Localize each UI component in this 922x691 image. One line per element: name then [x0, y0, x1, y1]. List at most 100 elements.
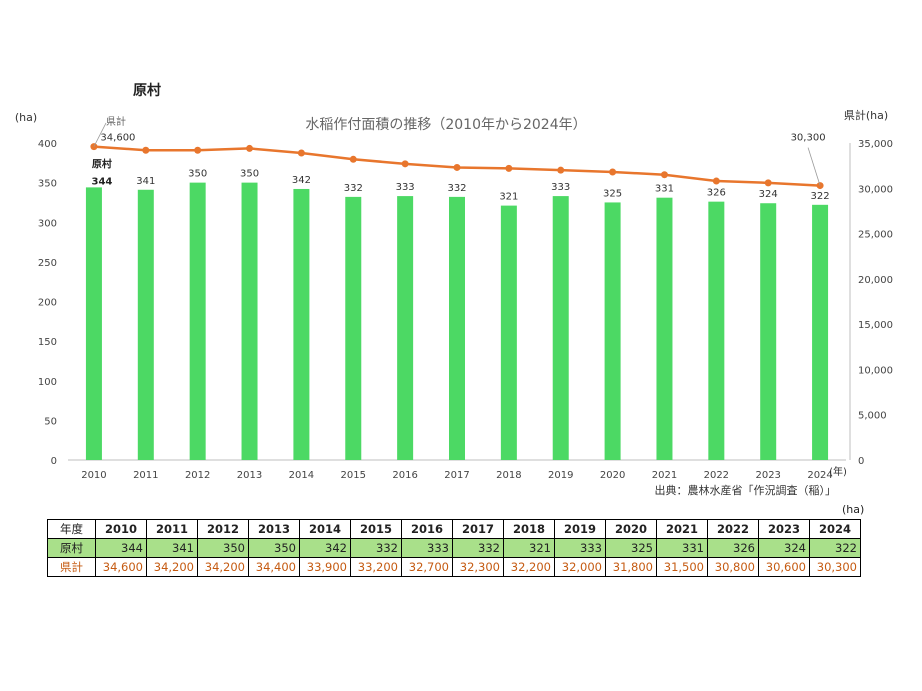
data-table: 年度 2010 2011 2012 2013 2014 2015 2016 2017 2018 20… [47, 519, 861, 577]
y-left-tick-label: 400 [38, 139, 57, 150]
y-left-tick-label: 250 [38, 258, 57, 269]
bar-data-label: 321 [499, 192, 518, 203]
bar [345, 196, 362, 460]
x-tick-label: 2020 [600, 470, 625, 481]
bar [85, 187, 102, 460]
bar-first-value: 344 [91, 176, 112, 187]
table-cell: 32,000 [554, 557, 606, 577]
table-year-cell: 2023 [758, 519, 810, 539]
table-cell: 32,200 [503, 557, 555, 577]
table-year-cell: 2011 [146, 519, 198, 539]
table-cell: 321 [503, 538, 555, 558]
x-tick-label: 2017 [444, 470, 469, 481]
x-tick-label: 2023 [755, 470, 780, 481]
page-title: 原村 [133, 83, 161, 99]
table-row-label: 県計 [47, 557, 96, 577]
x-tick-label: 2010 [81, 470, 106, 481]
table-row-label: 原村 [47, 538, 96, 558]
bar [604, 202, 621, 460]
table-cell: 326 [707, 538, 759, 558]
x-unit: (年) [829, 465, 847, 478]
table-year-cell: 2019 [554, 519, 606, 539]
x-tick-label: 2016 [392, 470, 417, 481]
bar-data-label: 333 [551, 182, 570, 193]
x-tick-label: 2012 [185, 470, 210, 481]
y-left-tick-label: 200 [38, 298, 57, 309]
line-point [609, 168, 617, 176]
table-cell: 322 [809, 538, 861, 558]
bar-data-label: 322 [811, 191, 830, 202]
line-point [194, 146, 202, 154]
table-row: 原村 344 341 350 350 342 332 333 332 321 333 325 331 32… [47, 538, 861, 558]
bar-data-label: 341 [136, 176, 155, 187]
chart-axes: 0 50 100 150 200 250 300 350 400 0 5,000 10,000 15,0… [38, 139, 893, 481]
bar [449, 196, 465, 460]
y-right-tick-label: 0 [858, 456, 864, 467]
table-cell: 333 [401, 538, 453, 558]
chart-title: 水稲作付面積の推移（2010年から2024年） [305, 117, 586, 133]
y-right-tick-label: 30,000 [858, 184, 893, 195]
chart: 0 50 100 150 200 250 300 350 400 0 5,000 10,000 15,0… [15, 108, 893, 497]
y-left-tick-label: 350 [38, 179, 57, 190]
table-unit: (ha) [842, 503, 865, 516]
table-year-cell: 2024 [809, 519, 861, 539]
y-right-label: 県計(ha) [844, 108, 888, 122]
bar [293, 188, 310, 460]
table-cell: 332 [452, 538, 504, 558]
table-year-cell: 2018 [503, 519, 555, 539]
table-cell: 34,400 [248, 557, 300, 577]
table-year-cell: 2020 [605, 519, 657, 539]
bar-data-label: 333 [396, 182, 415, 193]
table-cell: 332 [350, 538, 402, 558]
line-point [401, 160, 409, 168]
table-cell: 344 [95, 538, 147, 558]
table-year-cell: 2017 [452, 519, 504, 539]
bar [812, 204, 829, 460]
table-cell: 341 [146, 538, 198, 558]
y-left-tick-label: 100 [38, 377, 57, 388]
line-point [142, 146, 150, 154]
line-point [453, 163, 461, 171]
table-cell: 342 [299, 538, 351, 558]
x-tick-label: 2024 [807, 470, 832, 481]
y-left-tick-label: 50 [44, 416, 57, 427]
y-left-tick-label: 0 [51, 456, 57, 467]
x-tick-label: 2018 [496, 470, 521, 481]
bar-data-label: 332 [447, 183, 466, 194]
table-year-cell: 2010 [95, 519, 147, 539]
bar [500, 205, 517, 460]
bar-series-label: 原村 [92, 157, 112, 170]
table-cell: 350 [197, 538, 249, 558]
bar [656, 197, 673, 460]
y-left-tick-label: 150 [38, 337, 57, 348]
line-point [712, 177, 720, 185]
x-tick-label: 2013 [237, 470, 262, 481]
table-header-row: 年度 2010 2011 2012 2013 2014 2015 2016 2017 2018 20… [47, 519, 861, 539]
table-cell: 34,600 [95, 557, 147, 577]
table-cell: 32,700 [401, 557, 453, 577]
bar-data-label: 350 [188, 169, 207, 180]
table-cell: 34,200 [197, 557, 249, 577]
table-cell: 34,200 [146, 557, 198, 577]
line-point [764, 179, 772, 187]
y-right-tick-label: 20,000 [858, 275, 893, 286]
y-right-tick-label: 35,000 [858, 139, 893, 150]
line-point [297, 149, 305, 157]
line-first-value: 34,600 [100, 133, 135, 144]
bar [189, 182, 206, 460]
line-point [349, 155, 357, 163]
table-cell: 30,600 [758, 557, 810, 577]
x-tick-label: 2019 [548, 470, 573, 481]
bar [708, 201, 725, 460]
line-series-label: 県計 [106, 115, 126, 128]
table-cell: 30,800 [707, 557, 759, 577]
y-right-tick-label: 15,000 [858, 320, 893, 331]
bar [137, 189, 154, 460]
chart-labels: 341 350 350 342 332 333 332 321 333 325 331 326 324 3… [91, 115, 829, 203]
line-point [505, 164, 513, 172]
chart-bars [85, 182, 829, 461]
y-right-tick-label: 10,000 [858, 365, 893, 376]
table-cell: 350 [248, 538, 300, 558]
table-cell: 331 [656, 538, 708, 558]
table-cell: 31,500 [656, 557, 708, 577]
